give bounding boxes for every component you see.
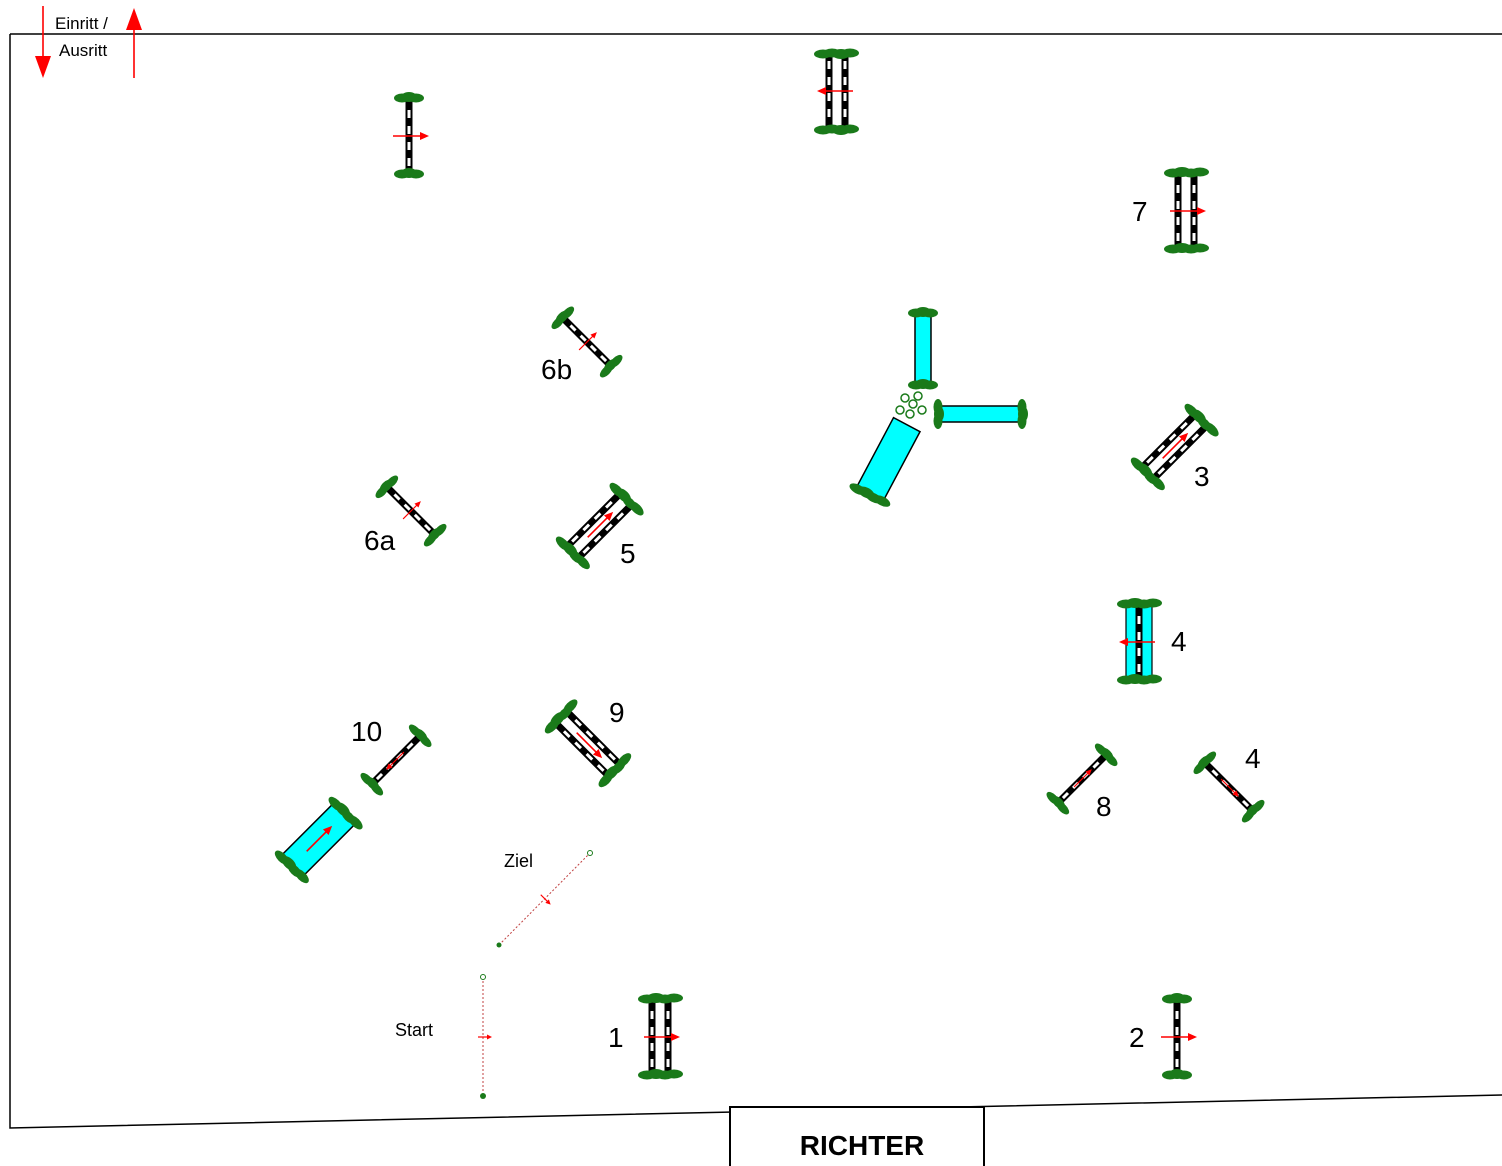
finish-line: Ziel: [496, 850, 593, 948]
obstacle-water-left: [272, 793, 366, 887]
start-line: Start: [395, 974, 493, 1099]
obstacle-9-label: 9: [609, 697, 625, 728]
obstacle-4a-label: 4: [1171, 626, 1187, 657]
obstacle-2: [1160, 993, 1198, 1080]
obstacle-3-label: 3: [1194, 461, 1210, 492]
obstacle-2-label: 2: [1129, 1022, 1145, 1053]
obstacle-unnumbered-water: [847, 307, 1028, 511]
obstacle-5-label: 5: [620, 538, 636, 569]
finish-label: Ziel: [504, 851, 533, 871]
arrow-down-icon: [35, 56, 51, 78]
judge-label: RICHTER: [800, 1130, 924, 1161]
obstacle-6a-label: 6a: [364, 525, 396, 556]
entrance-exit: Einritt / Ausritt: [35, 6, 142, 78]
entrance-label-line2: Ausritt: [59, 41, 107, 60]
judge-box: RICHTER: [729, 1106, 985, 1166]
obstacle-1-label: 1: [608, 1022, 624, 1053]
obstacle-4-water: [1117, 598, 1162, 685]
obstacle-unnumbered-vertical: [392, 92, 430, 179]
obstacle-6b-label: 6b: [541, 354, 572, 385]
arrow-up-icon: [126, 8, 142, 30]
obstacle-unnumbered-oxer: [814, 49, 859, 136]
obstacle-8-label: 8: [1096, 791, 1112, 822]
obstacle-1: [638, 993, 683, 1080]
arena-boundary: [9, 33, 1502, 1129]
obstacle-7-label: 7: [1132, 196, 1148, 227]
obstacle-10-label: 10: [351, 716, 382, 747]
start-label: Start: [395, 1020, 433, 1040]
obstacle-4b-label: 4: [1245, 743, 1261, 774]
entrance-label-line1: Einritt /: [55, 14, 108, 33]
flower-decoration: [895, 391, 927, 419]
obstacle-7: [1164, 167, 1209, 254]
